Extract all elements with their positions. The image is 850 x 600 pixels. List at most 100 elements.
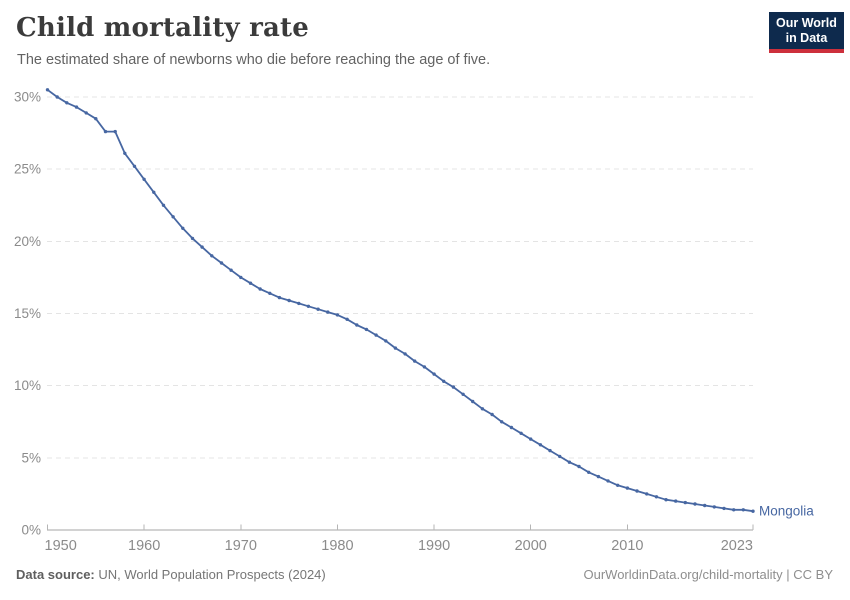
data-point-2021[interactable] [732, 508, 736, 512]
y-tick-label-20: 20% [14, 234, 41, 249]
data-point-1952[interactable] [65, 101, 69, 105]
data-point-2008[interactable] [606, 479, 610, 483]
data-point-1977[interactable] [306, 304, 311, 308]
data-point-1980[interactable] [335, 313, 340, 317]
data-point-1960[interactable] [142, 177, 146, 181]
data-point-2010[interactable] [625, 486, 630, 490]
data-point-2005[interactable] [577, 464, 581, 469]
data-point-1955[interactable] [94, 117, 98, 121]
data-source: Data source: UN, World Population Prospe… [16, 567, 326, 582]
trend-line-mongolia[interactable] [46, 88, 754, 513]
data-point-1953[interactable] [74, 105, 79, 109]
x-tick-label-1990: 1990 [418, 538, 450, 554]
data-point-2016[interactable] [683, 500, 687, 505]
data-point-1976[interactable] [297, 301, 301, 306]
data-point-1970[interactable] [239, 275, 243, 280]
data-point-1987[interactable] [403, 352, 407, 356]
data-point-1958[interactable] [123, 151, 127, 155]
data-point-1981[interactable] [345, 317, 349, 321]
y-tick-label-25: 25% [14, 162, 41, 177]
data-point-1962[interactable] [161, 203, 166, 207]
data-point-1982[interactable] [355, 323, 359, 327]
data-point-1957[interactable] [113, 129, 117, 134]
data-point-1990[interactable] [432, 372, 436, 376]
data-point-1995[interactable] [480, 407, 485, 411]
data-point-1994[interactable] [471, 399, 475, 404]
y-tick-label-15: 15% [14, 306, 41, 321]
x-tick-label-2010: 2010 [611, 538, 643, 554]
data-point-2001[interactable] [538, 443, 543, 447]
data-point-1966[interactable] [200, 245, 204, 249]
data-point-1965[interactable] [190, 236, 195, 241]
x-tick-label-1970: 1970 [225, 538, 257, 554]
data-point-1979[interactable] [326, 310, 330, 314]
data-point-1972[interactable] [258, 287, 262, 291]
data-point-1951[interactable] [55, 95, 59, 99]
data-point-1984[interactable] [374, 333, 378, 337]
data-point-1988[interactable] [413, 359, 417, 363]
data-point-1991[interactable] [442, 379, 446, 383]
data-point-1974[interactable] [277, 295, 282, 300]
data-point-2018[interactable] [703, 503, 707, 508]
data-point-1950[interactable] [45, 88, 50, 92]
data-point-1971[interactable] [248, 281, 253, 285]
data-point-2004[interactable] [567, 460, 572, 464]
data-point-1997[interactable] [500, 420, 504, 424]
data-point-1975[interactable] [287, 298, 291, 303]
data-point-1973[interactable] [268, 291, 272, 295]
data-point-1998[interactable] [509, 425, 514, 430]
data-point-2000[interactable] [529, 437, 533, 441]
data-point-1968[interactable] [219, 261, 224, 265]
owid-logo[interactable]: Our World in Data [769, 12, 844, 53]
data-point-2020[interactable] [722, 506, 726, 511]
data-point-2017[interactable] [693, 502, 697, 506]
x-tick-label-1960: 1960 [128, 538, 160, 554]
data-point-1996[interactable] [490, 412, 494, 417]
data-point-1992[interactable] [451, 385, 456, 389]
data-source-label: Data source: [16, 567, 95, 582]
owid-logo-line2: in Data [785, 31, 828, 45]
data-point-2009[interactable] [616, 483, 620, 487]
data-point-1959[interactable] [132, 164, 137, 168]
data-point-1961[interactable] [152, 190, 156, 194]
data-point-1978[interactable] [316, 307, 320, 311]
data-point-2023[interactable] [751, 509, 755, 513]
data-point-2014[interactable] [664, 498, 668, 502]
data-point-2006[interactable] [587, 470, 591, 474]
page-title: Child mortality rate [16, 13, 310, 43]
data-point-2011[interactable] [635, 489, 639, 493]
y-tick-label-30: 30% [14, 90, 41, 105]
data-point-1985[interactable] [384, 339, 388, 343]
x-tick-label-2000: 2000 [515, 538, 547, 554]
data-point-2013[interactable] [654, 495, 659, 499]
data-point-1986[interactable] [393, 346, 398, 350]
y-tick-label-5: 5% [21, 450, 41, 465]
data-point-1954[interactable] [84, 111, 88, 115]
data-point-1956[interactable] [103, 129, 108, 134]
credit-link[interactable]: OurWorldinData.org/child-mortality | CC … [583, 567, 834, 582]
data-point-1964[interactable] [181, 226, 185, 230]
data-point-1989[interactable] [422, 365, 427, 369]
data-point-2015[interactable] [674, 499, 678, 503]
x-tick-label-2023: 2023 [721, 538, 753, 554]
data-point-1969[interactable] [229, 268, 233, 272]
data-point-2012[interactable] [645, 492, 649, 496]
chart-footer: Data source: UN, World Population Prospe… [16, 567, 833, 582]
data-point-2007[interactable] [596, 474, 601, 479]
y-tick-label-0: 0% [21, 523, 41, 538]
data-point-2022[interactable] [741, 508, 745, 512]
series-end-label[interactable]: Mongolia [759, 504, 814, 519]
data-source-text: UN, World Population Prospects (2024) [94, 567, 326, 582]
data-point-1993[interactable] [461, 392, 465, 396]
data-point-1999[interactable] [519, 431, 523, 435]
data-point-1983[interactable] [364, 327, 369, 332]
data-point-1967[interactable] [210, 254, 214, 258]
data-point-2019[interactable] [712, 505, 716, 509]
chart-subtitle: The estimated share of newborns who die … [17, 52, 491, 68]
y-tick-label-10: 10% [14, 378, 41, 393]
data-point-2002[interactable] [548, 448, 552, 453]
data-point-1963[interactable] [171, 215, 175, 219]
data-point-2003[interactable] [558, 454, 562, 459]
